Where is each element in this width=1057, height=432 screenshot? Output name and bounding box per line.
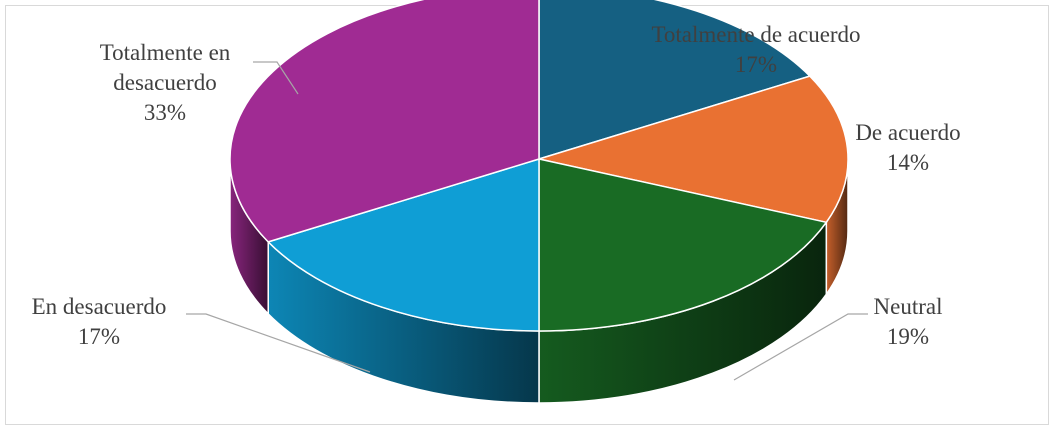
pie-slice-3	[266, 157, 540, 332]
pie-slice-0	[538, 0, 812, 161]
pie-slice-4	[229, 0, 540, 243]
leader-line-3	[186, 313, 371, 373]
slice-category-label-0: Totalmente de acuerdo	[651, 22, 860, 47]
slice-percent-label-0: 17%	[735, 52, 777, 77]
slice-percent-label-3: 17%	[78, 324, 120, 349]
slice-percent-label-4: 33%	[144, 100, 186, 125]
slice-category-label-1: De acuerdo	[855, 120, 960, 145]
pie-slice-1	[536, 75, 849, 224]
leader-line-4	[253, 61, 299, 95]
leader-line-2	[733, 313, 868, 381]
slice-category-label-3: En desacuerdo	[32, 294, 167, 319]
pie-slice-2	[538, 158, 828, 332]
slice-category-label-4: Totalmente en	[100, 40, 231, 65]
slice-category-label-2: Neutral	[874, 294, 943, 319]
slice-category-label-4: desacuerdo	[113, 70, 216, 95]
slice-percent-label-1: 14%	[887, 150, 929, 175]
slice-percent-label-2: 19%	[887, 324, 929, 349]
